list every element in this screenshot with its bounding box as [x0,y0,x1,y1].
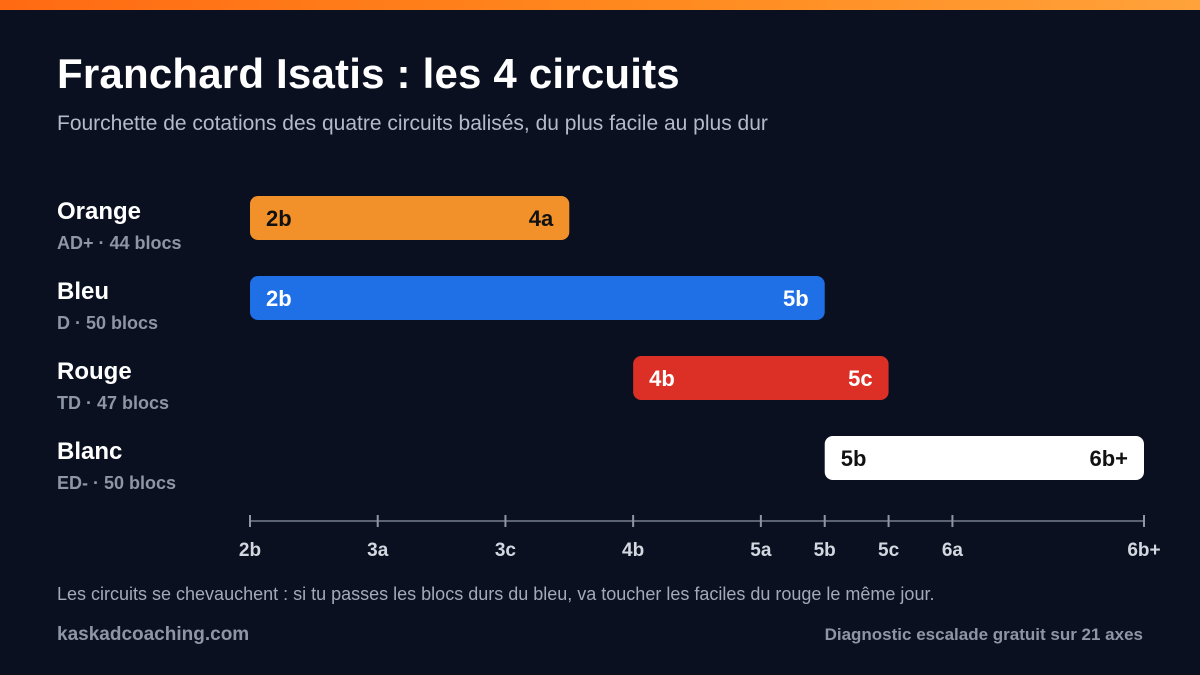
circuit-meta-bleu: D · 50 blocs [57,313,159,333]
chart-title: Franchard Isatis : les 4 circuits [57,50,680,97]
bar-label-end-rouge: 5c [848,366,872,391]
x-tick-label-5a: 5a [750,540,772,561]
bar-bleu [250,276,825,320]
x-tick-label-4b: 4b [622,540,644,561]
x-tick-label-2b: 2b [239,540,261,561]
bar-blanc [824,436,1144,480]
x-tick-label-3a: 3a [367,540,389,561]
circuit-meta-orange: AD+ · 44 blocs [57,233,182,253]
x-tick-label-6b+: 6b+ [1127,540,1160,561]
bar-label-end-orange: 4a [529,206,554,231]
circuit-meta-blanc: ED- · 50 blocs [57,473,177,493]
x-tick-label-3c: 3c [495,540,517,561]
circuit-name-blanc: Blanc [57,438,123,465]
bar-orange [250,196,570,240]
x-tick-label-5c: 5c [878,540,900,561]
bar-label-end-bleu: 5b [783,286,809,311]
circuit-name-rouge: Rouge [57,358,132,385]
accent-top-bar [0,0,1200,10]
site-name: kaskadcoaching.com [57,624,250,645]
circuit-meta-rouge: TD · 47 blocs [57,393,170,413]
bar-label-start-rouge: 4b [649,366,675,391]
circuit-name-bleu: Bleu [57,278,110,305]
x-tick-label-6a: 6a [942,540,964,561]
bar-rouge [633,356,889,400]
x-tick-label-5b: 5b [814,540,836,561]
bar-label-end-blanc: 6b+ [1089,446,1128,471]
bar-label-start-blanc: 5b [841,446,867,471]
bar-label-start-orange: 2b [266,206,292,231]
chart-subtitle: Fourchette de cotations des quatre circu… [57,112,768,135]
bar-label-start-bleu: 2b [266,286,292,311]
footer-note: Les circuits se chevauchent : si tu pass… [57,584,935,604]
cta-text: Diagnostic escalade gratuit sur 21 axes [824,625,1143,644]
circuit-name-orange: Orange [57,198,142,225]
